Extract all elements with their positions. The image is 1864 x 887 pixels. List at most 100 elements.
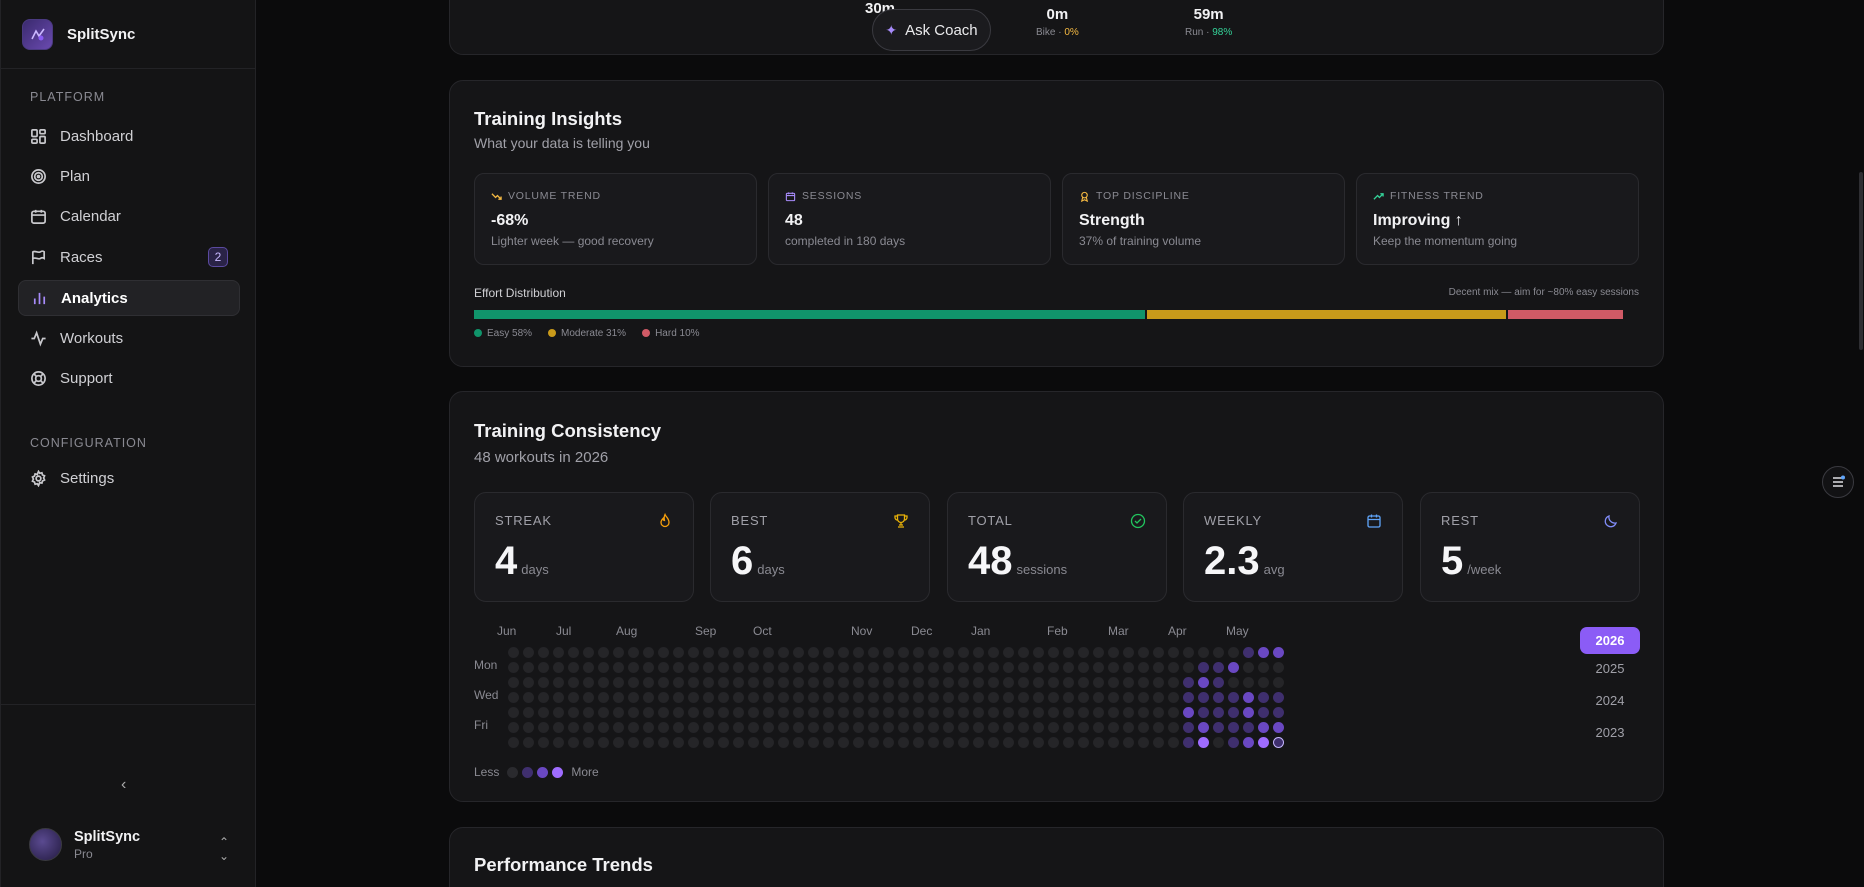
heatmap-cell[interactable] (853, 692, 864, 703)
heatmap-cell[interactable] (613, 677, 624, 688)
heatmap-cell[interactable] (748, 647, 759, 658)
heatmap-cell[interactable] (628, 662, 639, 673)
heatmap-cell[interactable] (568, 737, 579, 748)
heatmap-cell[interactable] (1168, 692, 1179, 703)
heatmap-cell[interactable] (1018, 692, 1029, 703)
heatmap-cell[interactable] (568, 647, 579, 658)
heatmap-cell[interactable] (1093, 707, 1104, 718)
heatmap-cell[interactable] (553, 722, 564, 733)
heatmap-cell[interactable] (1048, 692, 1059, 703)
heatmap-cell[interactable] (1213, 692, 1224, 703)
heatmap-cell[interactable] (613, 737, 624, 748)
heatmap-cell[interactable] (1258, 707, 1269, 718)
heatmap-cell[interactable] (733, 647, 744, 658)
heatmap-cell[interactable] (898, 647, 909, 658)
heatmap-cell[interactable] (568, 722, 579, 733)
heatmap-cell[interactable] (1018, 677, 1029, 688)
heatmap-cell[interactable] (658, 677, 669, 688)
heatmap-cell[interactable] (1258, 677, 1269, 688)
sidebar-item-calendar[interactable]: Calendar (18, 198, 240, 234)
heatmap-cell[interactable] (658, 722, 669, 733)
heatmap-cell[interactable] (1213, 677, 1224, 688)
heatmap-cell[interactable] (883, 662, 894, 673)
sidebar-item-dashboard[interactable]: Dashboard (18, 118, 240, 154)
heatmap-cell[interactable] (838, 692, 849, 703)
heatmap-cell[interactable] (1213, 722, 1224, 733)
heatmap-cell[interactable] (508, 647, 519, 658)
heatmap-cell[interactable] (928, 692, 939, 703)
heatmap-cell[interactable] (838, 677, 849, 688)
heatmap-cell[interactable] (1243, 677, 1254, 688)
heatmap-cell[interactable] (1273, 722, 1284, 733)
heatmap-cell[interactable] (628, 677, 639, 688)
heatmap-cell[interactable] (748, 662, 759, 673)
heatmap-cell[interactable] (508, 722, 519, 733)
heatmap-cell[interactable] (673, 677, 684, 688)
heatmap-cell[interactable] (763, 707, 774, 718)
heatmap-cell[interactable] (718, 692, 729, 703)
heatmap-cell[interactable] (838, 662, 849, 673)
heatmap-cell[interactable] (988, 692, 999, 703)
heatmap-cell[interactable] (748, 707, 759, 718)
heatmap-cell[interactable] (943, 692, 954, 703)
heatmap-cell[interactable] (1123, 677, 1134, 688)
heatmap-cell[interactable] (523, 692, 534, 703)
heatmap-cell[interactable] (598, 677, 609, 688)
heatmap-cell[interactable] (808, 677, 819, 688)
heatmap-cell[interactable] (583, 737, 594, 748)
heatmap-cell[interactable] (508, 707, 519, 718)
heatmap-cell[interactable] (988, 737, 999, 748)
heatmap-cell[interactable] (808, 647, 819, 658)
heatmap-cell[interactable] (913, 677, 924, 688)
heatmap-cell[interactable] (1183, 647, 1194, 658)
heatmap-cell[interactable] (1048, 722, 1059, 733)
heatmap-cell[interactable] (1063, 722, 1074, 733)
heatmap-cell[interactable] (973, 737, 984, 748)
heatmap-cell[interactable] (673, 737, 684, 748)
heatmap-cell[interactable] (853, 677, 864, 688)
heatmap-cell[interactable] (1018, 647, 1029, 658)
heatmap-cell[interactable] (1123, 692, 1134, 703)
heatmap-cell[interactable] (1168, 677, 1179, 688)
heatmap-cell[interactable] (913, 722, 924, 733)
heatmap-cell[interactable] (763, 662, 774, 673)
heatmap-cell[interactable] (823, 692, 834, 703)
heatmap-cell[interactable] (1108, 647, 1119, 658)
heatmap-cell[interactable] (1108, 677, 1119, 688)
heatmap-cell[interactable] (1033, 677, 1044, 688)
heatmap-cell[interactable] (658, 707, 669, 718)
heatmap-cell[interactable] (673, 647, 684, 658)
heatmap-cell[interactable] (703, 677, 714, 688)
sidebar-item-support[interactable]: Support (18, 360, 240, 396)
heatmap-cell[interactable] (1093, 647, 1104, 658)
heatmap-cell[interactable] (658, 737, 669, 748)
heatmap-cell[interactable] (883, 707, 894, 718)
heatmap-cell[interactable] (718, 722, 729, 733)
heatmap-cell[interactable] (1033, 647, 1044, 658)
heatmap-cell[interactable] (1093, 677, 1104, 688)
heatmap-cell[interactable] (1213, 737, 1224, 748)
heatmap-cell[interactable] (688, 692, 699, 703)
heatmap-cell[interactable] (598, 692, 609, 703)
heatmap-cell[interactable] (838, 707, 849, 718)
sidebar-item-settings[interactable]: Settings (18, 460, 240, 496)
heatmap-cell[interactable] (1243, 692, 1254, 703)
heatmap-cell[interactable] (1108, 692, 1119, 703)
heatmap-cell[interactable] (1273, 692, 1284, 703)
year-2023-button[interactable]: 2023 (1595, 725, 1625, 740)
heatmap-cell[interactable] (1258, 662, 1269, 673)
heatmap-cell[interactable] (733, 692, 744, 703)
heatmap-cell[interactable] (1048, 647, 1059, 658)
heatmap-cell[interactable] (583, 722, 594, 733)
heatmap-cell[interactable] (928, 707, 939, 718)
heatmap-cell[interactable] (1048, 677, 1059, 688)
heatmap-cell[interactable] (733, 722, 744, 733)
heatmap-cell[interactable] (988, 677, 999, 688)
heatmap-cell[interactable] (703, 707, 714, 718)
heatmap-cell[interactable] (583, 677, 594, 688)
heatmap-cell[interactable] (853, 722, 864, 733)
heatmap-cell[interactable] (1078, 662, 1089, 673)
heatmap-cell[interactable] (628, 692, 639, 703)
heatmap-cell[interactable] (1123, 662, 1134, 673)
heatmap-cell[interactable] (1198, 677, 1209, 688)
